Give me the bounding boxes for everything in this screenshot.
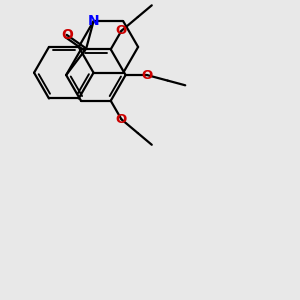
Text: O: O <box>116 24 127 37</box>
Text: N: N <box>88 14 99 28</box>
Text: O: O <box>61 28 73 42</box>
Text: O: O <box>141 68 153 82</box>
Text: O: O <box>116 113 127 126</box>
